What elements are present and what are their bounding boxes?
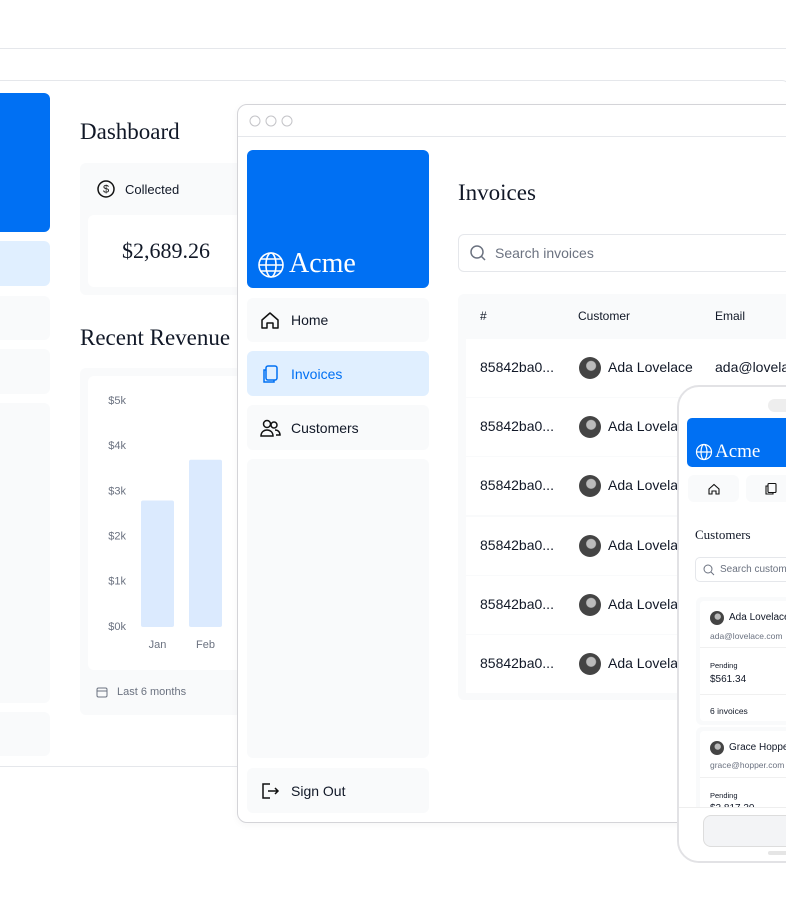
backdrop-line	[0, 48, 786, 49]
globe-icon	[695, 443, 713, 461]
column-header: Customer	[578, 309, 631, 323]
customer-name: Ada Lovelace	[729, 612, 786, 623]
y-tick-label: $2k	[108, 531, 126, 543]
nav-item[interactable]	[0, 349, 50, 394]
customer-name: Ada Lovelace	[608, 595, 693, 612]
page-title: Customers	[695, 527, 751, 542]
phone: Acme Customers Search customers... Ada L…	[677, 385, 786, 863]
svg-text:$: $	[103, 183, 109, 195]
dollar-icon: $	[97, 180, 115, 198]
nav-label: Sign Out	[291, 782, 346, 799]
nav-home[interactable]	[688, 475, 739, 502]
document-icon	[263, 364, 278, 383]
sign-out[interactable]: Sign Out	[247, 768, 429, 813]
nav-home[interactable]: Home	[247, 298, 429, 342]
document-icon	[765, 482, 777, 495]
invoice-id: 85842ba0...	[480, 477, 554, 494]
invoice-id: 85842ba0...	[480, 595, 554, 612]
home-icon	[708, 483, 720, 495]
revenue-chart: $0k $1k $2k $3k $4k $5k Jan Feb	[108, 395, 222, 651]
invoice-id: 85842ba0...	[480, 655, 554, 671]
nav-label: Invoices	[291, 365, 343, 382]
card-label: Collected	[125, 182, 180, 197]
avatar	[579, 357, 601, 379]
invoice-id: 85842ba0...	[480, 536, 554, 553]
status: Pending	[710, 791, 738, 800]
title-bar-line	[238, 136, 786, 137]
globe-icon	[258, 252, 284, 278]
customer-email: ada@lovelace.com	[710, 631, 783, 641]
y-tick-label: $4k	[108, 440, 126, 452]
invoice-id: 85842ba0...	[480, 418, 554, 435]
search-input[interactable]	[458, 234, 786, 272]
brand: Acme	[289, 248, 356, 279]
customer-name: Grace Hopper	[729, 742, 786, 753]
window-controls	[249, 115, 293, 127]
avatar	[579, 534, 601, 557]
bar	[189, 459, 222, 627]
customer-email: ada@lovelace.com	[715, 359, 786, 375]
x-tick-label: Feb	[196, 639, 215, 651]
section-title: Recent Revenue	[80, 325, 231, 350]
y-tick-label: $1k	[108, 576, 126, 588]
y-tick-label: $5k	[108, 395, 126, 407]
search-placeholder: Search invoices	[495, 245, 594, 261]
divider	[700, 694, 786, 695]
nav-item[interactable]	[0, 296, 50, 340]
nav-label: Customers	[291, 419, 359, 436]
amount: $561.34	[710, 674, 747, 685]
avatar	[579, 475, 601, 498]
sidebar-spacer	[0, 403, 50, 703]
nav-customers[interactable]: Customers	[247, 405, 429, 450]
phone-notch	[768, 399, 786, 412]
column-header: #	[480, 309, 487, 323]
chart-period: Last 6 months	[117, 686, 187, 698]
divider	[700, 777, 786, 778]
nav-invoices[interactable]: Invoices	[247, 351, 429, 396]
page-title: Dashboard	[80, 119, 180, 144]
nav-item-active[interactable]	[0, 241, 50, 286]
home-indicator	[768, 851, 786, 855]
y-tick-label: $3k	[108, 485, 126, 497]
sidebar-spacer	[247, 459, 429, 758]
x-tick-label: Jan	[149, 639, 167, 651]
sign-out-icon	[262, 782, 280, 799]
y-tick-label: $0k	[108, 621, 126, 633]
avatar	[710, 611, 724, 625]
nav-label: Home	[291, 312, 329, 328]
avatar	[579, 593, 601, 616]
page-title: Invoices	[458, 180, 536, 205]
search-placeholder: Search customers...	[720, 564, 786, 575]
customer-name: Ada Lovelace	[608, 418, 693, 435]
brand: Acme	[715, 441, 761, 462]
invoice-id: 85842ba0...	[480, 359, 554, 375]
customer-name: Ada Lovelace	[608, 359, 693, 375]
calendar-icon	[96, 687, 108, 698]
customer-name: Ada Lovelace	[608, 477, 693, 494]
card-value: $2,689.26	[122, 238, 210, 263]
bottom-nav	[703, 815, 786, 847]
avatar	[710, 741, 724, 755]
divider	[700, 647, 786, 648]
invoice-count: 6 invoices	[710, 706, 748, 716]
avatar	[579, 416, 601, 439]
column-header: Email	[715, 309, 746, 323]
avatar	[579, 653, 601, 675]
bar	[141, 500, 174, 627]
status: Pending	[710, 661, 738, 670]
customer-email: grace@hopper.com	[710, 760, 785, 770]
customer-name: Ada Lovelace	[608, 655, 693, 671]
search-input[interactable]	[695, 557, 786, 582]
nav-item[interactable]	[0, 712, 50, 756]
users-icon	[260, 419, 281, 437]
search-icon	[703, 564, 715, 576]
logo-block	[0, 93, 50, 232]
home-icon	[261, 312, 279, 329]
search-icon	[470, 245, 486, 261]
card-body	[88, 215, 248, 287]
customer-name: Ada Lovelace	[608, 536, 693, 553]
